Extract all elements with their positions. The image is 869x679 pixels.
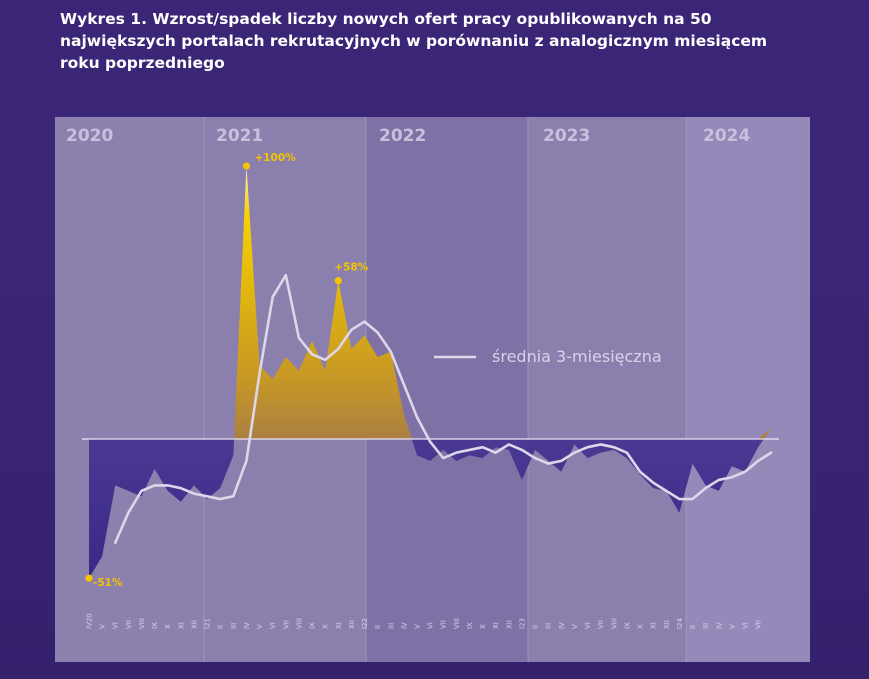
x-tick-label: X (479, 624, 487, 629)
x-tick-label: IX (466, 622, 474, 629)
x-tick-label: VI (269, 622, 277, 629)
annotation-label: +58% (334, 262, 368, 274)
x-tick-labels: IV20 V VI VII VIII IX X XI XII I21 II III IV V VI VII VI… (86, 613, 763, 629)
x-tick-label: XI (335, 622, 343, 629)
x-tick-label: IX (309, 622, 317, 629)
negative-area (89, 439, 764, 579)
x-tick-label: V (728, 624, 736, 629)
average-line-group (113, 273, 773, 545)
x-tick-label: VI (112, 622, 120, 629)
legend: średnia 3-miesięczna (434, 347, 662, 366)
annotation-dot (334, 277, 342, 285)
x-tick-label: VI (584, 622, 592, 629)
x-tick-label: X (637, 624, 645, 629)
x-tick-label: IV (243, 622, 251, 629)
x-tick-label: VII (125, 620, 133, 629)
x-tick-label: I24 (676, 617, 684, 629)
x-tick-label: XI (650, 622, 658, 629)
x-tick-label: III (545, 623, 553, 629)
x-tick-label: XII (348, 620, 356, 629)
average-line (113, 273, 773, 545)
x-tick-label: IV (715, 622, 723, 629)
x-tick-label: I22 (361, 618, 369, 629)
annotation-dot (242, 162, 251, 170)
x-tick-label: III (702, 623, 710, 629)
x-tick-label: V (99, 624, 107, 629)
x-tick-label: IV20 (86, 613, 94, 629)
legend-label: średnia 3-miesięczna (492, 347, 662, 366)
x-tick-label: II (689, 625, 697, 629)
x-tick-label: IX (151, 622, 159, 629)
x-tick-label: V (571, 624, 579, 629)
year-label-2021: 2021 (216, 126, 263, 146)
year-label-2024: 2024 (703, 126, 750, 146)
x-tick-label: I23 (518, 618, 526, 629)
year-labels: 2020 2021 2022 2023 2024 (66, 126, 750, 146)
x-tick-label: IX (623, 622, 631, 629)
x-tick-label: III (387, 623, 395, 629)
x-tick-label: VII (282, 620, 290, 629)
x-tick-label: II (374, 625, 382, 629)
annotation-label: +100% (254, 152, 296, 164)
x-tick-label: IV (400, 622, 408, 629)
x-tick-label: V (414, 624, 422, 629)
x-tick-label: VIII (138, 618, 146, 629)
annotations: -51% +100% +58% (85, 152, 369, 589)
x-tick-label: III (230, 623, 238, 629)
year-panel-2020 (55, 117, 204, 662)
year-label-2023: 2023 (543, 126, 590, 146)
x-tick-label: VIII (610, 618, 618, 629)
year-panel-2023 (528, 117, 686, 662)
x-tick-label: II (217, 625, 225, 629)
x-tick-label: I21 (204, 618, 212, 629)
x-tick-label: XII (190, 620, 198, 629)
x-tick-label: XII (505, 620, 513, 629)
x-tick-label: II (532, 625, 540, 629)
x-tick-label: VI (742, 622, 750, 629)
x-tick-label: XI (492, 622, 500, 629)
x-tick-label: V (256, 624, 264, 629)
x-tick-label: VIII (295, 618, 303, 629)
year-label-2022: 2022 (379, 126, 426, 146)
x-tick-label: XII (663, 620, 671, 629)
x-tick-label: IV (558, 622, 566, 629)
year-panel-2024 (686, 117, 810, 662)
annotation-dot (85, 574, 93, 582)
year-panels (55, 117, 810, 662)
x-tick-label: VII (440, 620, 448, 629)
x-tick-label: VII (597, 620, 605, 629)
x-tick-label: VII (755, 620, 763, 629)
x-tick-label: X (164, 624, 172, 629)
annotation-label: -51% (93, 577, 123, 589)
x-tick-label: XI (177, 622, 185, 629)
year-label-2020: 2020 (66, 126, 113, 146)
chart-title: Wykres 1. Wzrost/spadek liczby nowych of… (60, 10, 768, 72)
x-tick-label: X (322, 624, 330, 629)
x-tick-label: VI (427, 622, 435, 629)
x-tick-label: VIII (453, 618, 461, 629)
